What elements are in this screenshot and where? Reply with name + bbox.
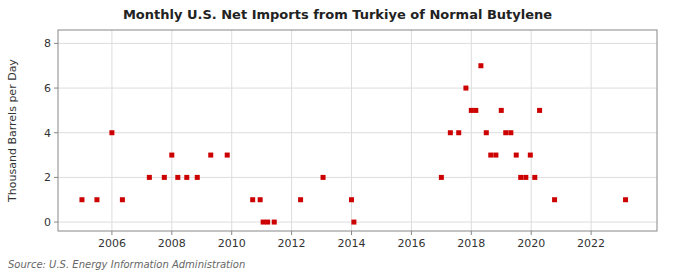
y-grid-line: [58, 132, 657, 133]
x-grid-line: [231, 30, 232, 231]
scatter-point: [321, 175, 326, 180]
x-tick: [291, 231, 292, 235]
scatter-point: [162, 175, 167, 180]
scatter-point: [298, 197, 303, 202]
scatter-point: [265, 220, 270, 225]
x-tick: [171, 231, 172, 235]
x-tick-label: 2016: [397, 237, 425, 250]
grid: [58, 30, 657, 231]
y-tick: [54, 43, 58, 44]
scatter-point: [488, 153, 493, 158]
scatter-point: [484, 130, 489, 135]
scatter-point: [109, 130, 114, 135]
source-note: Source: U.S. Energy Information Administ…: [8, 259, 245, 270]
x-tick-label: 2010: [218, 237, 246, 250]
x-tick-label: 2006: [98, 237, 126, 250]
scatter-point: [79, 197, 84, 202]
scatter-point: [623, 197, 628, 202]
chart-title: Monthly U.S. Net Imports from Turkiye of…: [123, 7, 552, 22]
scatter-point: [463, 86, 468, 91]
scatter-point: [351, 220, 356, 225]
x-tick-label: 2022: [577, 237, 605, 250]
x-tick-label: 2008: [158, 237, 186, 250]
scatter-point: [493, 153, 498, 158]
scatter-point: [147, 175, 152, 180]
scatter-point: [448, 130, 453, 135]
scatter-point: [456, 130, 461, 135]
scatter-point: [195, 175, 200, 180]
x-tick-label: 2012: [278, 237, 306, 250]
chart-container: 2006 2008 2010 2012 2014 2016 2018 2020 2022 0 2 4 6…: [0, 0, 675, 275]
scatter-point: [469, 108, 474, 113]
scatter-point: [175, 175, 180, 180]
scatter-point: [528, 153, 533, 158]
x-grid-line: [591, 30, 592, 231]
y-axis-label: Thousand Barrels per Day: [6, 59, 19, 203]
x-tick: [531, 231, 532, 235]
x-tick: [471, 231, 472, 235]
x-tick-label: 2018: [457, 237, 485, 250]
x-tick: [591, 231, 592, 235]
scatter-point: [184, 175, 189, 180]
scatter-point: [523, 175, 528, 180]
scatter-point: [258, 197, 263, 202]
scatter-point: [272, 220, 277, 225]
x-grid-line: [531, 30, 532, 231]
scatter-point: [478, 63, 483, 68]
y-grid-line: [58, 222, 657, 223]
scatter-point: [120, 197, 125, 202]
scatter-point: [208, 153, 213, 158]
y-grid-line: [58, 88, 657, 89]
y-axis: 0 2 4 6 8: [44, 37, 58, 229]
y-tick-label: 2: [44, 171, 51, 184]
x-grid-line: [471, 30, 472, 231]
x-tick-label: 2020: [517, 237, 545, 250]
scatter-point: [514, 153, 519, 158]
y-tick-label: 8: [44, 37, 51, 50]
y-tick: [54, 88, 58, 89]
points: [79, 63, 628, 224]
scatter-point: [261, 220, 266, 225]
y-tick: [54, 177, 58, 178]
x-grid-line: [411, 30, 412, 231]
scatter-point: [532, 175, 537, 180]
scatter-point: [499, 108, 504, 113]
x-tick: [411, 231, 412, 235]
scatter-point: [225, 153, 230, 158]
scatter-point: [250, 197, 255, 202]
y-tick-label: 4: [44, 127, 51, 140]
y-grid-line: [58, 43, 657, 44]
x-tick-label: 2014: [338, 237, 366, 250]
scatter-point: [439, 175, 444, 180]
x-tick: [351, 231, 352, 235]
scatter-point: [349, 197, 354, 202]
scatter-point: [94, 197, 99, 202]
scatter-point: [518, 175, 523, 180]
scatter-point: [552, 197, 557, 202]
scatter-point: [537, 108, 542, 113]
scatter-point: [508, 130, 513, 135]
x-grid-line: [171, 30, 172, 231]
y-tick-label: 6: [44, 82, 51, 95]
y-tick: [54, 222, 58, 223]
chart-svg: 2006 2008 2010 2012 2014 2016 2018 2020 2022 0 2 4 6…: [0, 0, 675, 275]
x-tick: [231, 231, 232, 235]
plot-frame: [58, 30, 657, 231]
scatter-point: [169, 153, 174, 158]
x-tick: [111, 231, 112, 235]
scatter-point: [503, 130, 508, 135]
y-tick: [54, 132, 58, 133]
x-grid-line: [291, 30, 292, 231]
x-axis: 2006 2008 2010 2012 2014 2016 2018 2020 2022: [98, 231, 605, 250]
scatter-point: [473, 108, 478, 113]
y-tick-label: 0: [44, 216, 51, 229]
